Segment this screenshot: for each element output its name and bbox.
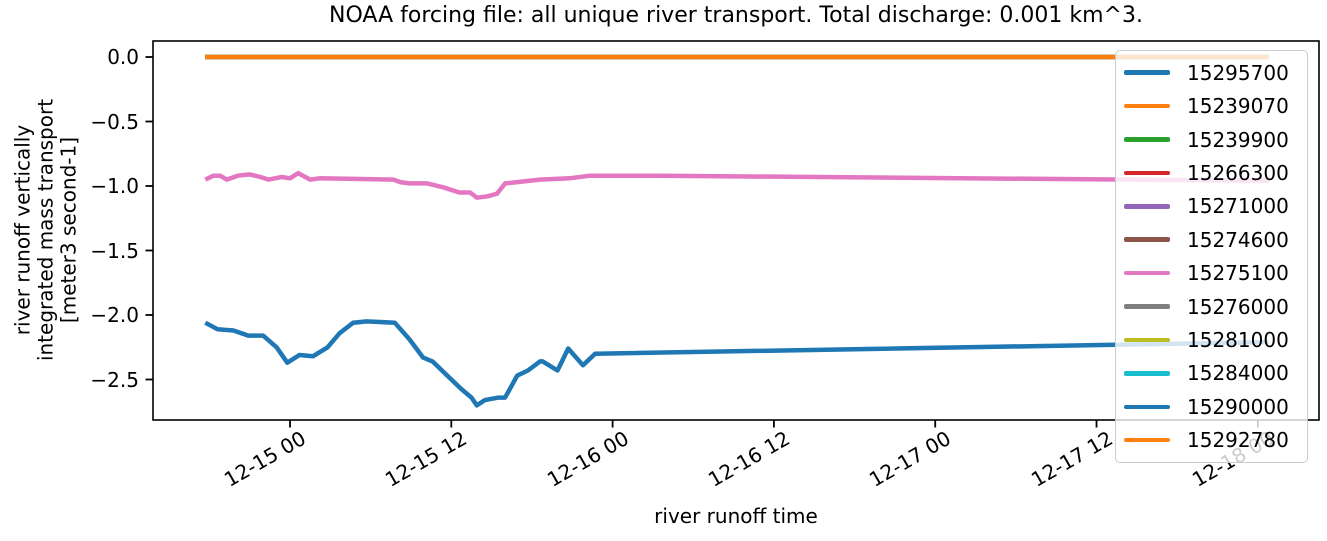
legend-swatch [1124,404,1170,410]
legend-swatch [1124,371,1170,376]
plot-border [152,40,1320,421]
series-line-15275100 [204,170,1269,200]
legend-swatch [1124,204,1170,209]
legend-swatch [1124,437,1170,443]
legend-item: 15295700 [1124,59,1307,87]
legend-item-label: 15292780 [1187,428,1289,453]
legend-swatch [1124,170,1170,176]
legend-item: 15290000 [1124,393,1307,421]
legend-item-label: 15281000 [1187,327,1289,352]
chart-title: NOAA forcing file: all unique river tran… [329,3,1143,28]
legend-item-label: 15271000 [1187,194,1289,219]
legend-item-label: 15284000 [1187,361,1289,386]
legend-swatch [1124,137,1170,142]
legend-item: 15281000 [1124,326,1307,354]
legend-swatch [1124,237,1170,242]
legend-item: 15284000 [1124,359,1307,387]
legend-item-label: 15276000 [1187,294,1289,319]
legend-item-label: 15266300 [1187,160,1289,185]
legend-item: 15292780 [1124,426,1307,454]
legend-item-label: 15274600 [1187,227,1289,252]
legend-swatch [1124,103,1170,109]
legend-item: 15239070 [1124,92,1307,120]
legend-item-label: 15239900 [1187,127,1289,152]
y-tick-label: −2.0 [90,303,139,327]
legend-swatch [1124,70,1170,75]
y-axis-label-line: river runoff vertically [10,124,35,336]
y-tick-label: 0.0 [107,45,139,69]
legend-item: 15266300 [1124,159,1307,187]
legend-item-label: 15290000 [1187,394,1289,419]
legend-item: 15275100 [1124,259,1307,287]
legend-item: 15274600 [1124,226,1307,254]
legend-item: 15271000 [1124,192,1307,220]
y-axis-label-line: [meter3 second-1] [56,136,81,324]
legend-item-label: 15295700 [1187,60,1289,85]
series-line-15290000 [204,319,1269,408]
y-tick-label: −0.5 [90,109,139,134]
legend-item-label: 15275100 [1187,261,1289,286]
y-tick-label: −1.5 [90,238,139,263]
legend-swatch [1124,337,1170,343]
legend-swatch [1124,270,1170,276]
y-tick-label: −1.0 [90,174,139,198]
y-tick-label: −2.5 [90,367,139,392]
legend-swatch [1124,304,1170,309]
legend-item-label: 15239070 [1187,94,1289,119]
legend-box: 15295700 15239070 15239900 15266300 15271000… [1115,50,1308,463]
x-axis-label: river runoff time [654,504,818,528]
y-axis-label: river runoff vertically integrated mass … [10,98,81,362]
y-axis-label-line: integrated mass transport [33,98,58,362]
legend-item: 15239900 [1124,126,1307,154]
legend-item: 15276000 [1124,293,1307,321]
